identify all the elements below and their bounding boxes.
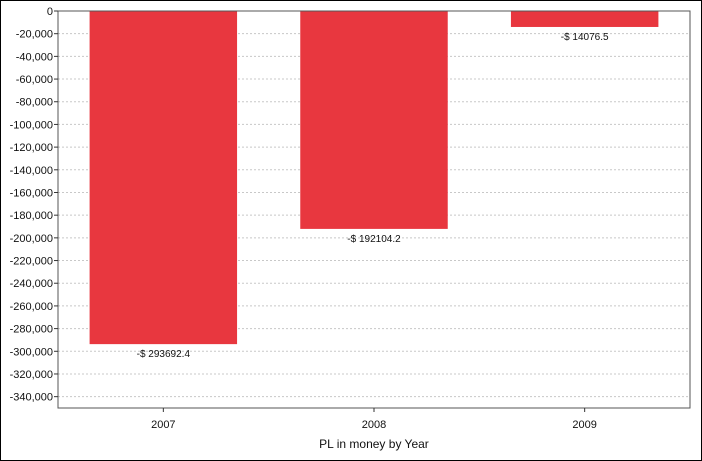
y-tick-label: -200,000 — [10, 233, 53, 245]
x-axis-categories: 2007 2008 2009 — [151, 408, 597, 431]
data-label-2009: -$ 14076.5 — [561, 32, 609, 43]
y-tick-label: -80,000 — [16, 97, 53, 109]
y-tick-label: 0 — [47, 6, 53, 18]
y-tick-label: -260,000 — [10, 301, 53, 313]
y-tick-label: -240,000 — [10, 278, 53, 290]
bar-2008 — [300, 11, 448, 229]
x-category-label: 2009 — [572, 419, 596, 431]
x-category-label: 2007 — [151, 419, 175, 431]
x-axis-title: PL in money by Year — [319, 437, 429, 451]
data-label-2008: -$ 192104.2 — [347, 234, 401, 245]
bar-2007 — [89, 11, 238, 345]
y-tick-label: -20,000 — [16, 29, 53, 41]
y-tick-label: -100,000 — [10, 119, 53, 131]
y-tick-label: -140,000 — [10, 165, 53, 177]
y-tick-label: -180,000 — [10, 210, 53, 222]
y-tick-label: -220,000 — [10, 256, 53, 268]
y-tick-label: -60,000 — [16, 74, 53, 86]
y-tick-label: -160,000 — [10, 187, 53, 199]
y-tick-label: -120,000 — [10, 142, 53, 154]
y-axis-ticks: 0 -20,000 -40,000 -60,000 -80,000 -100,000 -12… — [10, 6, 58, 404]
y-tick-label: -280,000 — [10, 324, 53, 336]
y-tick-label: -300,000 — [10, 346, 53, 358]
y-tick-label: -40,000 — [16, 51, 53, 63]
data-label-2007: -$ 293692.4 — [137, 349, 191, 360]
y-tick-label: -340,000 — [10, 392, 53, 404]
bars — [89, 11, 659, 345]
data-labels: -$ 293692.4 -$ 192104.2 -$ 14076.5 — [137, 32, 609, 360]
x-category-label: 2008 — [362, 419, 386, 431]
y-tick-label: -320,000 — [10, 369, 53, 381]
bar-2009 — [510, 11, 659, 27]
